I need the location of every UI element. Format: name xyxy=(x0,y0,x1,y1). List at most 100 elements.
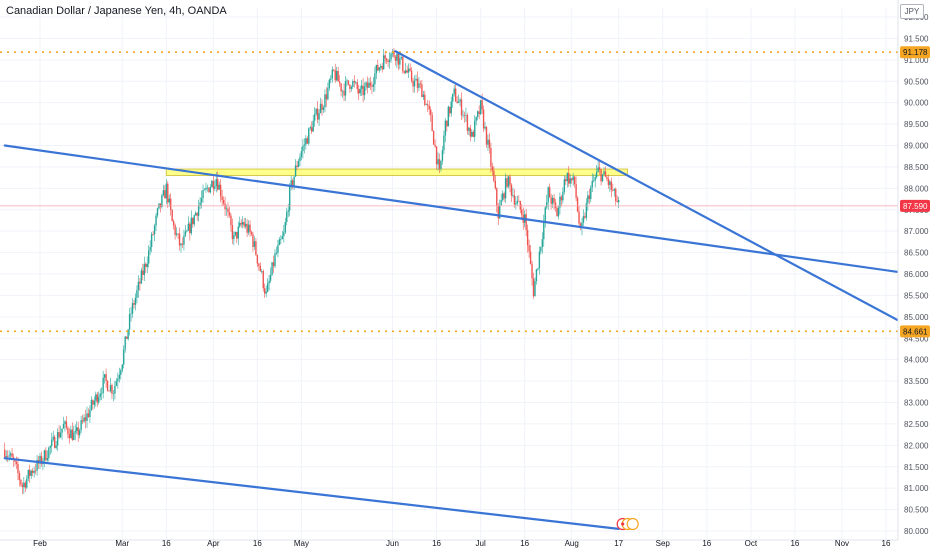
candle-body xyxy=(334,70,336,81)
candle-body xyxy=(446,120,448,127)
candle-body xyxy=(20,480,22,485)
candle-body xyxy=(98,396,100,403)
candle-body xyxy=(239,222,241,227)
candle-body xyxy=(87,413,90,417)
candle-body xyxy=(333,69,335,71)
candle-body xyxy=(462,114,464,116)
candle-body xyxy=(454,88,457,102)
candle-body xyxy=(218,184,220,190)
time-tick-label: Feb xyxy=(33,539,47,548)
candle-body xyxy=(381,66,383,70)
candle-body xyxy=(609,181,611,185)
level-price-tag: 91.178 xyxy=(903,48,928,57)
candle-body xyxy=(493,170,495,182)
time-tick-label: 16 xyxy=(520,539,529,548)
candle-body xyxy=(265,291,267,294)
time-tick-label: 16 xyxy=(253,539,262,548)
candle-body xyxy=(178,233,181,246)
candle-body xyxy=(359,88,361,94)
price-tick-label: 86.000 xyxy=(904,270,929,279)
candle-body xyxy=(102,377,104,394)
candle-body xyxy=(330,78,332,80)
candle-body xyxy=(145,264,147,267)
candle-body xyxy=(253,241,256,247)
candle-body xyxy=(96,394,98,403)
candle-body xyxy=(45,450,47,461)
candle-body xyxy=(312,120,314,132)
candle-body xyxy=(372,84,375,87)
candle-body xyxy=(64,421,66,425)
candle-body xyxy=(52,436,54,440)
candle-body xyxy=(504,178,507,199)
candle-body xyxy=(413,80,416,87)
candle-body xyxy=(174,225,176,235)
candle-body xyxy=(441,150,444,161)
candle-body xyxy=(259,265,262,272)
candle-body xyxy=(150,234,153,248)
candle-body xyxy=(27,469,29,479)
candle-body xyxy=(554,202,557,208)
candle-body xyxy=(53,436,56,448)
candle-body xyxy=(92,400,94,405)
candle-body xyxy=(347,80,350,85)
candle-body xyxy=(29,469,31,476)
candle-body xyxy=(481,100,483,110)
resistance-zone xyxy=(165,168,628,176)
price-tick-label: 89.000 xyxy=(904,142,929,151)
candle-body xyxy=(387,61,389,63)
candle-body xyxy=(83,417,85,422)
candle-body xyxy=(444,120,447,136)
candle-body xyxy=(17,463,19,474)
candle-body xyxy=(588,195,591,200)
candle-body xyxy=(393,51,395,57)
candle-body xyxy=(424,94,426,105)
candle-body xyxy=(568,173,570,184)
candle-body xyxy=(172,221,175,226)
trendlines xyxy=(3,50,914,531)
candle-body xyxy=(412,80,414,87)
candle-body xyxy=(479,100,482,115)
candle-body xyxy=(501,193,504,201)
candle-body xyxy=(529,251,532,264)
candle-body xyxy=(371,85,373,87)
candle-body xyxy=(49,446,51,448)
candle-body xyxy=(297,161,300,167)
candle-body xyxy=(175,233,178,235)
currency-label[interactable]: JPY xyxy=(900,4,924,19)
candle-body xyxy=(566,173,568,182)
candle-body xyxy=(487,139,489,145)
candle-body xyxy=(575,184,577,198)
candle-body xyxy=(377,64,379,71)
candle-body xyxy=(551,197,554,204)
price-tick-label: 80.500 xyxy=(904,506,929,515)
candle-body xyxy=(294,165,297,177)
candle-body xyxy=(108,390,110,392)
candle-body xyxy=(84,417,87,421)
candle-body xyxy=(535,269,538,282)
price-tick-label: 88.500 xyxy=(904,163,929,172)
candle-body xyxy=(610,181,613,191)
candle-body xyxy=(538,251,541,269)
candle-body xyxy=(306,138,309,144)
candle-body xyxy=(152,234,154,235)
candle-body xyxy=(124,336,126,350)
candle-body xyxy=(224,203,226,210)
candle-body xyxy=(112,393,115,395)
candle-body xyxy=(335,70,338,81)
candle-body xyxy=(556,207,558,217)
candle-body xyxy=(299,156,301,162)
candle-body xyxy=(131,303,134,314)
grid xyxy=(0,8,898,540)
candle-body xyxy=(244,223,247,227)
candle-body xyxy=(30,470,32,476)
candle-body xyxy=(585,203,588,218)
candle-body xyxy=(532,278,535,297)
candle-body xyxy=(337,70,339,82)
candle-body xyxy=(590,187,592,200)
candle-body xyxy=(208,187,210,193)
candle-body xyxy=(407,68,410,73)
candle-body xyxy=(322,107,325,110)
candle-body xyxy=(286,212,288,223)
